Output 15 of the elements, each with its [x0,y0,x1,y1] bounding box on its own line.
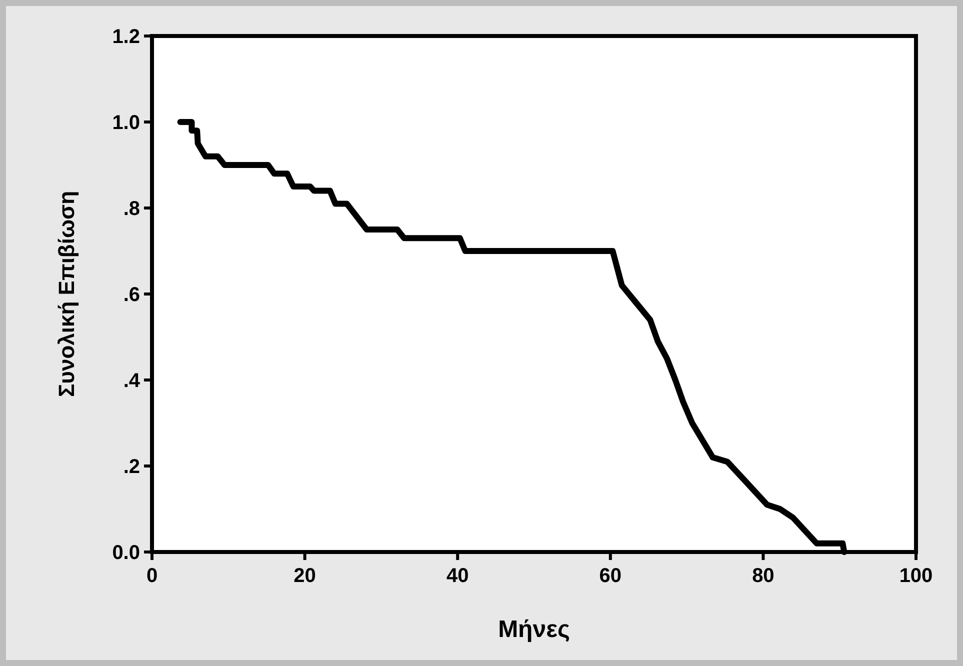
x-tick-label: 40 [446,565,469,587]
x-tick-label: 100 [899,565,933,587]
x-tick-label: 80 [752,565,774,587]
y-tick-label: 1.0 [112,112,140,134]
x-tick-label: 60 [599,565,622,587]
x-tick-label: 0 [146,565,158,587]
y-tick-label: 0.0 [112,542,140,564]
y-tick-label: .8 [123,198,140,220]
x-axis-title: Μήνες [498,616,570,643]
y-tick-label: .4 [123,370,141,392]
y-tick-label: .6 [123,284,140,306]
y-axis-title: Συνολική Επιβίωση [54,190,79,398]
y-tick-label: 1.2 [112,26,140,48]
y-tick-label: .2 [123,456,140,478]
x-tick-label: 20 [294,565,316,587]
